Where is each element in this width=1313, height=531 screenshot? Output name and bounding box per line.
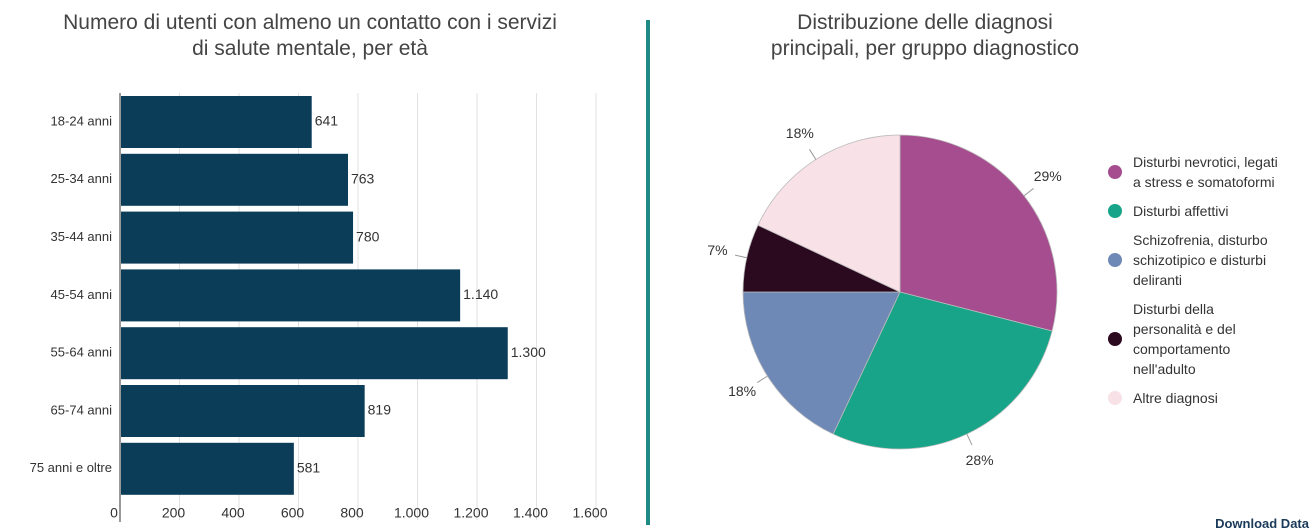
bar [121, 385, 365, 437]
value-label: 780 [356, 228, 380, 244]
value-label: 29% [1034, 168, 1062, 184]
pie-slice [757, 134, 901, 293]
legend-item: Schizofrenia, disturbo schizotipico e di… [1108, 230, 1278, 290]
x-tick-label: 1.000 [394, 505, 429, 521]
legend-label: Schizofrenia, disturbo schizotipico e di… [1133, 232, 1268, 288]
x-tick-label: 1.400 [513, 505, 548, 521]
leader-line [757, 375, 768, 383]
x-tick-label: 1.600 [572, 505, 607, 521]
value-label: 18% [728, 383, 756, 399]
x-tick-label: 0 [110, 505, 118, 521]
leader-line [734, 254, 747, 259]
legend-swatch [1108, 391, 1122, 405]
legend-label: Disturbi affettivi [1133, 203, 1229, 219]
x-tick-label: 400 [221, 505, 245, 521]
x-tick-label: 800 [340, 505, 364, 521]
legend-item: Disturbi affettivi [1108, 201, 1278, 221]
leader-line [809, 149, 817, 160]
y-tick-label: 25-34 anni [51, 171, 113, 186]
bar-title: Numero di utenti con almeno un contatto … [63, 11, 557, 60]
download-button[interactable]: Download Data [1215, 516, 1309, 531]
y-tick-label: 35-44 anni [51, 229, 113, 244]
legend-swatch [1108, 253, 1122, 267]
legend: Disturbi nevrotici, legati a stress e so… [1108, 152, 1278, 408]
y-tick-label: 18-24 anni [51, 113, 113, 128]
bar [121, 153, 348, 206]
legend-label: Disturbi nevrotici, legati a stress e so… [1133, 154, 1278, 190]
leader-line [966, 433, 973, 446]
pie-slice [832, 291, 1053, 450]
legend-swatch [1108, 204, 1122, 218]
leader-line [1023, 188, 1034, 197]
value-label: 28% [966, 452, 994, 468]
y-tick-label: 75 anni e oltre [30, 460, 112, 475]
bar [121, 442, 294, 495]
bar [121, 327, 508, 380]
legend-label: Altre diagnosi [1133, 390, 1218, 406]
value-label: 641 [315, 113, 339, 129]
legend-swatch [1108, 165, 1122, 179]
value-label: 7% [707, 242, 727, 258]
bar [121, 96, 312, 148]
x-tick-label: 600 [281, 505, 305, 521]
y-tick-label: 45-54 anni [51, 287, 113, 302]
pie-slice [742, 291, 901, 435]
value-label: 581 [297, 460, 321, 476]
legend-label: Disturbi della personalità e del comport… [1133, 301, 1236, 377]
pie-title: Distribuzione delle diagnosi principali,… [770, 11, 1080, 60]
value-label: 1.300 [511, 344, 546, 360]
legend-swatch [1108, 332, 1122, 346]
bar [121, 211, 354, 264]
legend-item: Disturbi della personalità e del comport… [1108, 299, 1278, 379]
legend-item: Disturbi nevrotici, legati a stress e so… [1108, 152, 1278, 192]
value-label: 819 [368, 402, 392, 418]
y-tick-label: 55-64 anni [51, 345, 113, 360]
value-label: 18% [786, 125, 814, 141]
y-tick-label: 65-74 anni [51, 402, 113, 417]
value-label: 763 [351, 171, 375, 187]
legend-item: Altre diagnosi [1108, 388, 1278, 408]
bar [121, 269, 461, 322]
value-label: 1.140 [463, 286, 498, 302]
x-tick-label: 200 [162, 505, 186, 521]
x-tick-label: 1.200 [453, 505, 488, 521]
